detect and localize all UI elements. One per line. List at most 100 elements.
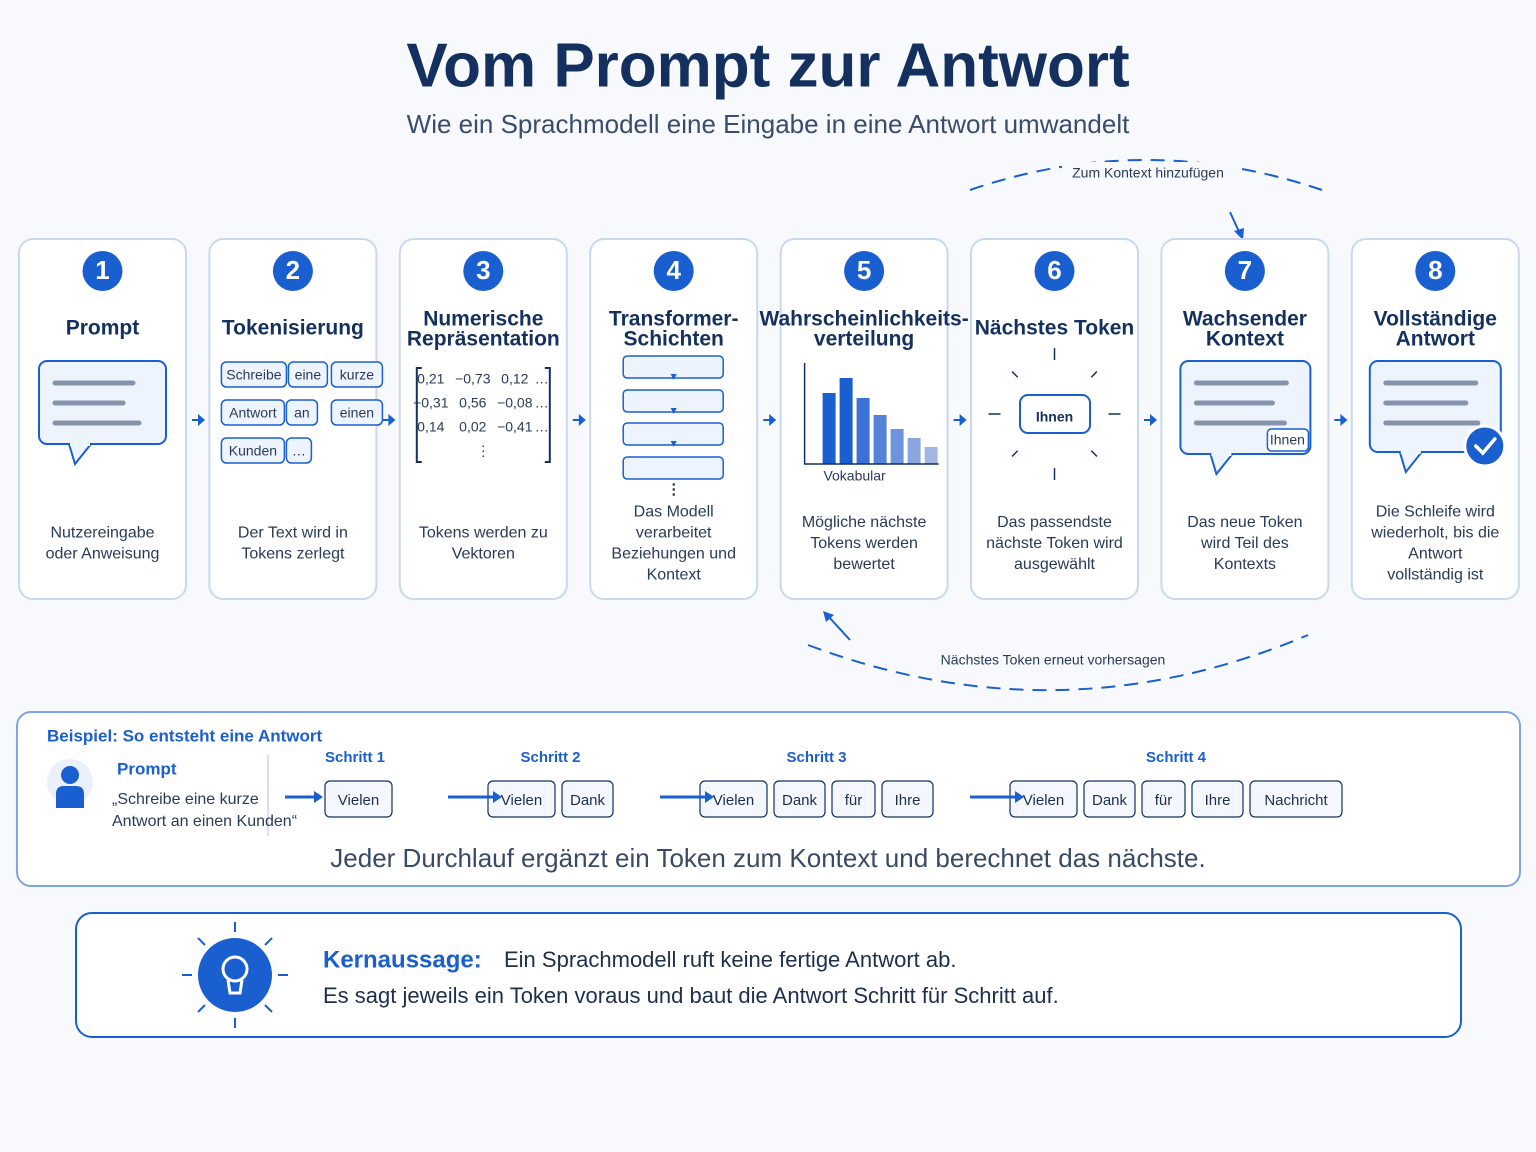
step-description: Beziehungen und: [611, 546, 736, 563]
token: Schreibe: [226, 367, 281, 383]
step-description: Mögliche nächste: [802, 514, 927, 531]
title: Vom Prompt zur Antwort: [406, 31, 1129, 100]
flow-arrowhead: [1150, 414, 1157, 426]
step-number-badge: [1415, 251, 1456, 291]
token: an: [294, 405, 310, 421]
bulb-circle: [198, 938, 272, 1012]
step-description: wiederholt, bis die: [1370, 525, 1499, 542]
bar: [873, 415, 887, 464]
loop-label: Zum Kontext hinzufügen: [1072, 165, 1224, 181]
example-arrowhead: [705, 791, 714, 803]
token-chip: [330, 399, 384, 426]
matrix-value: −0,31: [413, 395, 449, 411]
example-step-label: Schritt 4: [1146, 749, 1207, 766]
step-number: 7: [1238, 255, 1252, 285]
token-chip: [220, 361, 288, 388]
key-panel: [75, 912, 1462, 1038]
layer-arrow: [670, 441, 677, 447]
flow-arrowhead: [388, 414, 396, 426]
example-arrowhead: [314, 791, 323, 803]
step-title: Schichten: [624, 328, 724, 351]
token-box: [1019, 394, 1091, 434]
token-chip: [220, 437, 286, 464]
bubble-cover: [1211, 452, 1232, 456]
step-title: Antwort: [1396, 328, 1475, 351]
matrix-value: 0,56: [459, 395, 486, 411]
prompt-label: Prompt: [117, 759, 177, 778]
loop-arrowhead: [1234, 228, 1244, 240]
ray: [1090, 371, 1098, 378]
token: Antwort: [229, 405, 277, 421]
prompt-text: Antwort an einen Kunden“: [112, 813, 297, 830]
token-chip: [220, 399, 286, 426]
bubble-tail: [1209, 453, 1234, 477]
step-description: Tokens werden zu: [419, 525, 548, 542]
step-description: Die Schleife wird: [1376, 504, 1495, 521]
example-token: Ihre: [895, 792, 921, 809]
loop-bottom: [807, 634, 1309, 692]
step-description: verarbeitet: [636, 525, 712, 542]
step-number: 2: [286, 255, 300, 285]
step-card: [398, 238, 568, 600]
step-card: [589, 238, 759, 600]
subtitle: Wie ein Sprachmodell eine Eingabe in ein…: [407, 109, 1130, 139]
example-arrowhead: [1015, 791, 1024, 803]
step-number-badge: [844, 251, 885, 291]
bar: [856, 398, 870, 464]
step-description: Kontexts: [1214, 556, 1276, 573]
bar: [822, 393, 836, 464]
example-token: Nachricht: [1264, 792, 1328, 809]
matrix-value: …: [535, 371, 549, 387]
token-chip: [324, 780, 393, 818]
bar: [890, 429, 904, 464]
person-body: [56, 786, 84, 808]
flow-arrowhead: [1340, 414, 1348, 426]
step-description: ausgewählt: [1014, 556, 1096, 573]
example-step-label: Schritt 3: [786, 749, 846, 766]
layer-arrow: [670, 374, 677, 380]
step-number: 3: [476, 255, 490, 285]
token: kurze: [340, 367, 374, 383]
example-token: Vielen: [501, 792, 542, 809]
bar: [839, 378, 853, 464]
example-step-label: Schritt 2: [520, 749, 580, 766]
matrix-value: 0,21: [417, 371, 444, 387]
token-chip: [287, 361, 329, 388]
token-chip: [881, 780, 934, 818]
flow-arrowhead: [959, 414, 967, 426]
matrix-value: 0,14: [417, 419, 444, 435]
step-description: nächste Token wird: [986, 535, 1123, 552]
step-description: Das Modell: [634, 504, 714, 521]
step-title: Numerische: [423, 308, 543, 331]
step-number: 6: [1047, 255, 1061, 285]
flow-arrowhead: [198, 414, 205, 426]
matrix-value: −0,08: [497, 395, 533, 411]
token-chip: [1009, 780, 1078, 818]
step-title: Wachsender: [1183, 308, 1307, 331]
matrix-value: −0,73: [455, 371, 491, 387]
axis-label: Vokabular: [823, 468, 886, 484]
loop-top: [969, 159, 1323, 191]
example-token: für: [1155, 792, 1173, 809]
bubble-cover: [1400, 450, 1421, 454]
selected-token: Ihnen: [1036, 409, 1073, 425]
example-summary: Jeder Durchlauf ergänzt ein Token zum Ko…: [330, 843, 1205, 873]
step-description: Das neue Token: [1187, 514, 1302, 531]
token: eine: [295, 367, 322, 383]
example-token: Dank: [570, 792, 606, 809]
step-number-badge: [1034, 251, 1075, 291]
ray: [1011, 371, 1019, 378]
matrix-value: −0,41: [497, 419, 533, 435]
step-description: Tokens zerlegt: [241, 546, 345, 563]
token-chip: [831, 780, 876, 818]
step-title: Tokenisierung: [222, 317, 364, 340]
loop-arrowhead: [823, 611, 834, 622]
step-title: Wahrscheinlichkeits-: [759, 308, 968, 331]
example-token: Ihre: [1205, 792, 1231, 809]
example-title: Beispiel: So entsteht eine Antwort: [47, 726, 323, 745]
layer-arrow: [670, 408, 677, 414]
step-description: Nutzereingabe: [50, 525, 154, 542]
step-number-badge: [653, 251, 694, 291]
example-token: Vielen: [338, 792, 379, 809]
